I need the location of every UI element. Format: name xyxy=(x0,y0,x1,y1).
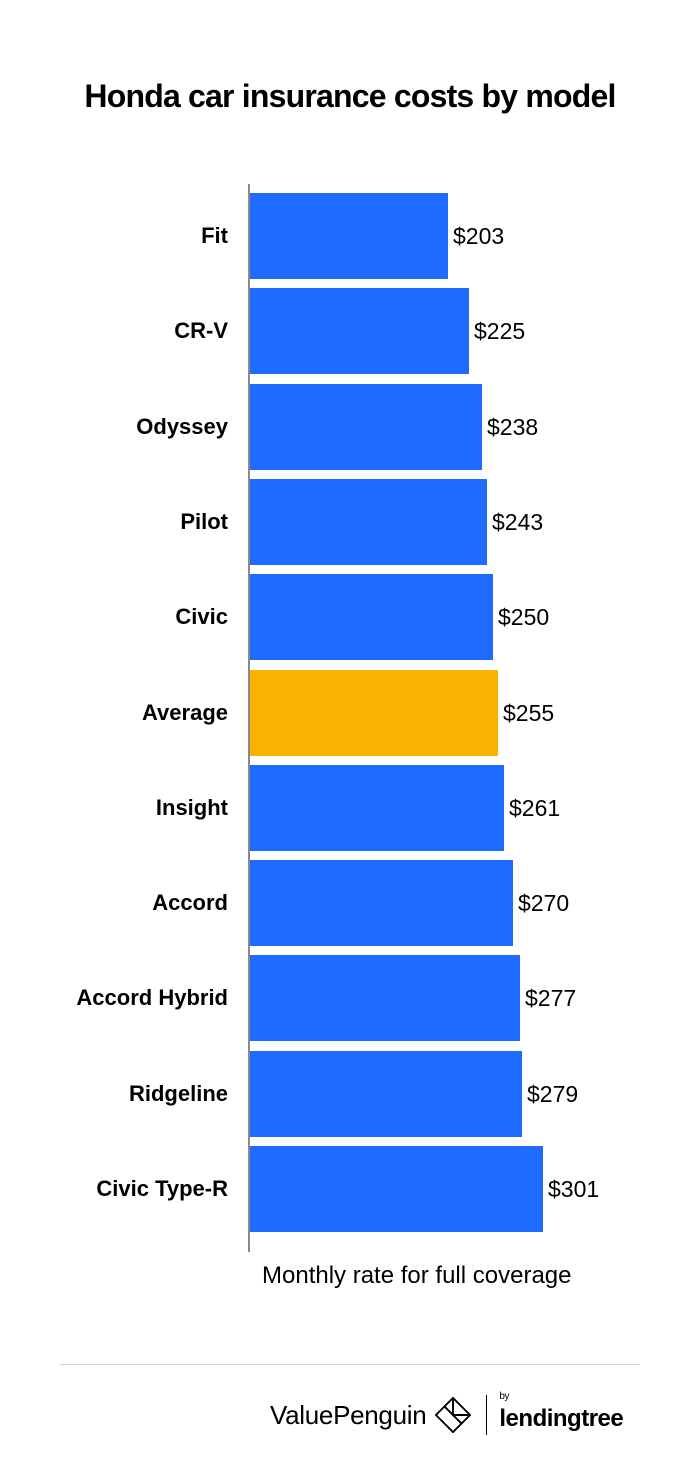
model-bar xyxy=(250,955,520,1041)
model-bar xyxy=(250,1146,543,1232)
category-label: Accord Hybrid xyxy=(76,985,228,1010)
model-bar xyxy=(250,384,482,470)
brand-separator xyxy=(486,1395,488,1435)
bar-row: Ridgeline $279 xyxy=(0,1051,700,1137)
value-label: $250 xyxy=(498,604,550,630)
value-label: $203 xyxy=(453,223,505,249)
category-label: Accord xyxy=(152,890,228,915)
valuepenguin-logo-text: ValuePenguin xyxy=(270,1399,427,1430)
bar-row: CR-V $225 xyxy=(0,288,700,374)
category-label: CR-V xyxy=(174,318,228,343)
footer-divider xyxy=(60,1364,640,1365)
by-label: by xyxy=(499,1391,509,1402)
value-label: $261 xyxy=(509,795,561,821)
category-label: Civic xyxy=(175,604,228,629)
bar-row: Odyssey $238 xyxy=(0,384,700,470)
bar-row: Accord $270 xyxy=(0,860,700,946)
model-bar xyxy=(250,193,448,279)
footer-branding: ValuePenguin by lendingtree xyxy=(270,1390,624,1440)
model-bar xyxy=(250,479,487,565)
model-bar xyxy=(250,860,513,946)
value-label: $279 xyxy=(527,1081,579,1107)
value-label: $270 xyxy=(518,890,570,916)
chart-title: Honda car insurance costs by model xyxy=(84,78,616,114)
model-bar xyxy=(250,288,469,374)
model-bar xyxy=(250,1051,522,1137)
valuepenguin-diamond-icon xyxy=(435,1396,472,1434)
category-label: Pilot xyxy=(180,509,228,534)
bar-row: Civic $250 xyxy=(0,574,700,660)
bar-row: Insight $261 xyxy=(0,765,700,851)
category-label: Ridgeline xyxy=(128,1081,228,1106)
lendingtree-logo: by lendingtree xyxy=(499,1391,624,1433)
bar-row: Fit $203 xyxy=(0,193,700,279)
value-label: $301 xyxy=(548,1176,600,1202)
value-label: $225 xyxy=(474,318,526,344)
model-bar xyxy=(250,574,493,660)
category-label: Civic Type-R xyxy=(96,1176,228,1201)
model-bar xyxy=(250,765,504,851)
category-label: Insight xyxy=(155,795,228,820)
bar-row: Accord Hybrid $277 xyxy=(0,955,700,1041)
category-label: Fit xyxy=(201,223,228,248)
y-axis-line xyxy=(248,184,250,1252)
value-label: $243 xyxy=(492,509,544,535)
bar-row: Pilot $243 xyxy=(0,479,700,565)
average-bar xyxy=(250,670,498,756)
category-label: Odyssey xyxy=(136,414,228,439)
bar-row: Civic Type-R $301 xyxy=(0,1146,700,1232)
lendingtree-logo-text: lendingtree xyxy=(499,1405,624,1432)
bar-row: Average $255 xyxy=(0,670,700,756)
value-label: $238 xyxy=(487,414,539,440)
x-axis-label: Monthly rate for full coverage xyxy=(262,1262,572,1289)
value-label: $255 xyxy=(503,700,555,726)
category-label: Average xyxy=(141,700,228,725)
value-label: $277 xyxy=(525,985,577,1011)
